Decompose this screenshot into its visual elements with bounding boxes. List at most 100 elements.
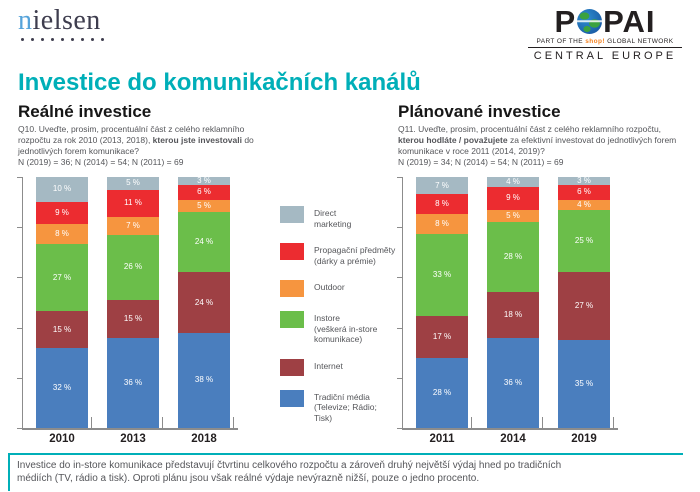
segment-value-label: 5 % (506, 210, 520, 220)
legend-swatch (280, 206, 304, 223)
legend-label: Tradiční média (Televize; Rádio; Tisk) (314, 391, 377, 423)
segment-value-label: 17 % (432, 332, 452, 342)
nielsen-dot (21, 38, 24, 41)
real-investments-section: Reálné investice Q10. Uveďte, prosim, pr… (17, 102, 266, 445)
bar-segment: 36 % (487, 337, 539, 428)
nielsen-dot (81, 38, 84, 41)
nielsen-dot (51, 38, 54, 41)
bar-segment: 28 % (487, 222, 539, 293)
segment-value-label: 5 % (126, 178, 140, 188)
y-axis-tick (397, 177, 402, 178)
stacked-bar-2019: 35 % 27 % 25 % 4 % 6 % 3 % (558, 175, 610, 428)
popai-network-line: PART OF THE shop! GLOBAL NETWORK (524, 38, 686, 45)
real-question-bold: kterou jste investovali (152, 135, 242, 145)
real-x-axis-labels: 2010 2013 2018 (22, 433, 238, 445)
planned-x-axis-labels: 2011 2014 2019 (402, 433, 618, 445)
popai-logo: P PAI PART OF THE shop! GLOBAL NETWORK C… (524, 4, 686, 62)
popai-letter-p: P (554, 4, 577, 39)
real-question-post: do jednotlivých forem komunikace? (18, 135, 254, 156)
segment-value-label: 6 % (577, 187, 591, 197)
legend-swatch (280, 280, 304, 297)
bar-segment: 6 % (558, 184, 610, 200)
segment-value-label: 8 % (435, 219, 449, 229)
x-axis-tick (613, 417, 614, 428)
segment-value-label: 15 % (52, 324, 72, 334)
segment-value-label: 4 % (506, 177, 520, 186)
real-sample-size: N (2019) = 36; N (2014) = 54; N (2011) =… (18, 157, 184, 167)
bar-segment: 17 % (416, 316, 468, 359)
legend-label: Instore (veškerá in-store komunikace) (314, 313, 378, 344)
bar-segment: 38 % (178, 332, 230, 428)
x-axis (402, 428, 618, 430)
summary-note: Investice do in-store komunikace předsta… (8, 453, 683, 491)
segment-value-label: 18 % (503, 310, 523, 320)
bar-segment: 8 % (416, 214, 468, 235)
bar-segment: 28 % (416, 358, 468, 428)
legend-swatch (280, 358, 304, 376)
y-axis-tick (17, 277, 22, 279)
y-axis (22, 177, 23, 428)
segment-value-label: 8 % (435, 199, 449, 209)
segment-value-label: 38 % (194, 375, 214, 385)
bar-segment: 9 % (36, 201, 88, 225)
segment-value-label: 28 % (432, 388, 452, 398)
bar-segment: 25 % (558, 209, 610, 273)
stacked-bar-2018: 38 % 24 % 24 % 5 % 6 % 3 % (178, 176, 230, 428)
category-label: 2018 (191, 433, 217, 445)
nielsen-first-letter: n (18, 5, 33, 36)
segment-value-label: 24 % (194, 237, 214, 247)
segment-value-label: 3 % (577, 175, 591, 185)
bar-segment: 33 % (416, 234, 468, 317)
planned-question-bold: kterou hodláte / považujete (398, 135, 508, 145)
category-label: 2013 (120, 433, 146, 445)
bar-segment: 3 % (558, 175, 610, 185)
nielsen-dot (91, 38, 94, 41)
bar-segment: 5 % (107, 177, 159, 190)
popai-letters-pai: PAI (603, 4, 656, 39)
bar-segment: 27 % (36, 244, 88, 312)
popai-divider (528, 47, 682, 48)
bar-segment: 26 % (107, 234, 159, 300)
legend-label: Propagační předměty (dárky a prémie) (314, 245, 396, 266)
bar-segment: 15 % (36, 311, 88, 349)
segment-value-label: 4 % (577, 199, 591, 209)
legend-label: Outdoor (314, 282, 345, 292)
stacked-bar-2014: 36 % 18 % 28 % 5 % 9 % 4 % (487, 176, 539, 428)
legend-item: Direct marketing (280, 206, 396, 229)
page-title: Investice do komunikačních kanálů (18, 69, 421, 96)
nielsen-dots (21, 38, 104, 41)
x-axis-tick (162, 417, 163, 428)
y-axis-tick (397, 327, 402, 329)
bar-segment: 10 % (36, 177, 88, 202)
segment-value-label: 7 % (435, 180, 449, 190)
planned-question-pre: Q11. Uveďte, prosim, procentuální část z… (398, 124, 662, 134)
planned-question-post: za efektivní investovat do jednotlivých … (398, 135, 677, 156)
stacked-bar-2011: 28 % 17 % 33 % 8 % 8 % 7 % (416, 177, 468, 428)
nielsen-rest-letters: ielsen (32, 5, 101, 36)
bar-segment: 8 % (36, 224, 88, 245)
summary-note-text: Investice do in-store komunikace předsta… (17, 460, 562, 484)
planned-sample-size: N (2019) = 34; N (2014) = 54; N (2011) =… (398, 157, 564, 167)
nielsen-dot (41, 38, 44, 41)
segment-value-label: 25 % (574, 236, 594, 246)
segment-value-label: 9 % (55, 208, 69, 218)
y-axis-tick (397, 428, 402, 429)
category-label: 2011 (429, 433, 455, 445)
planned-section-title: Plánované investice (398, 102, 561, 121)
bar-segment: 3 % (178, 176, 230, 185)
segment-value-label: 36 % (123, 377, 143, 387)
segment-value-label: 28 % (503, 252, 523, 262)
nielsen-dot (31, 38, 34, 41)
x-axis-tick (233, 417, 234, 428)
bar-segment: 18 % (487, 292, 539, 338)
planned-investments-chart: 28 % 17 % 33 % 8 % 8 % 7 % 36 % 18 % 28 % 5 % 9 % 4… (397, 175, 618, 430)
stacked-bar-2013: 36 % 15 % 26 % 7 % 11 % 5 % (107, 177, 159, 428)
real-section-title: Reálné investice (18, 102, 152, 121)
bar-segment: 8 % (416, 194, 468, 215)
legend-swatch (280, 311, 304, 328)
globe-icon (577, 9, 603, 34)
popai-network-pre: PART OF THE (536, 38, 586, 45)
popai-wordmark: P PAI (524, 4, 686, 39)
segment-value-label: 35 % (574, 379, 594, 389)
bar-segment: 6 % (178, 184, 230, 200)
